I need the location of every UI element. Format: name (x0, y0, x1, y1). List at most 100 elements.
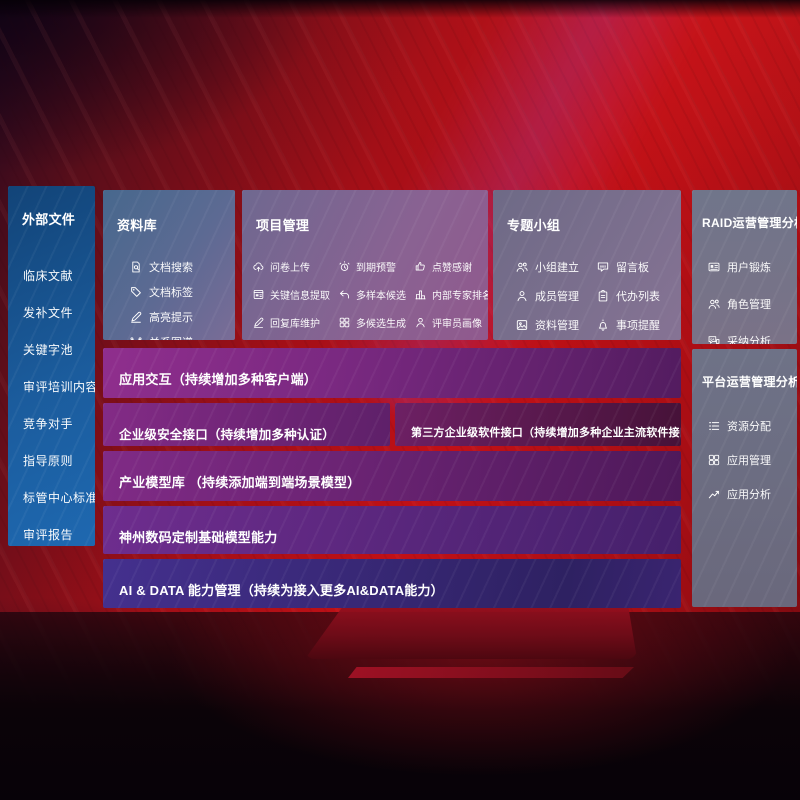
feature-item-label: 问卷上传 (270, 263, 310, 274)
todo-list-icon (596, 289, 610, 303)
row-title-industry-models: 产业模型库 （持续添加端到端场景模型） (119, 475, 361, 490)
feature-item-info-extract[interactable]: 关键信息提取 (252, 287, 336, 302)
feature-item-group-create[interactable]: 小组建立 (515, 259, 596, 275)
feature-item-label: 成员管理 (535, 291, 579, 303)
sidebar-item[interactable]: 关键字池 (23, 342, 74, 357)
cloud-upload-icon (252, 260, 265, 273)
row-title-third-party-interface: 第三方企业级软件接口（持续增加多种企业主流软件接口） (411, 427, 681, 439)
external-files-list: 临床文献发补文件关键字池审评培训内容竞争对手指导原则标管中心标准审评报告共性问题 (8, 239, 95, 546)
row-title-app-interaction: 应用交互（持续增加多种客户端） (119, 372, 318, 387)
feature-item-label: 角色管理 (727, 299, 771, 311)
panel-title-platform-analysis: 平台运营管理分析 (702, 375, 797, 389)
feature-item-label: 资料管理 (535, 320, 579, 332)
feature-item-relation-graph[interactable]: 关系图谱 (129, 334, 229, 340)
panel-sidebar: 外部文件临床文献发补文件关键字池审评培训内容 竞争对手指导原则标管中心标准 审评报告… (8, 186, 95, 546)
feature-item-label: 回复库维护 (270, 319, 320, 330)
document-search-icon (129, 260, 143, 274)
feature-item-app-manage[interactable]: 应用管理 (707, 452, 793, 468)
feature-item-cloud-upload[interactable]: 问卷上传 (252, 259, 336, 274)
material-manage-icon (515, 318, 529, 332)
panel-app-interaction: 应用交互（持续增加多种客户端）H5Teams企业微信小程序公众号Web飘窗门户对… (103, 348, 681, 398)
panel-data-library: 资料库文档搜索文档标签高亮提示关系图谱文档分类 (103, 190, 235, 340)
feature-item-reviewer-portrait[interactable]: 评审员画像 (414, 315, 488, 330)
info-extract-icon (252, 288, 265, 301)
feature-item-label: 点赞感谢 (432, 263, 472, 274)
feature-item-label: 文档标签 (149, 287, 193, 299)
feature-item-alarm-warning[interactable]: 到期预警 (338, 259, 412, 274)
document-tag-icon (129, 285, 143, 299)
feature-item-label: 多候选生成 (356, 319, 406, 330)
feature-item-label: 留言板 (616, 262, 649, 274)
external-files-title: 外部文件 (22, 211, 76, 227)
panel-platform-analysis: 平台运营管理分析 资源分配应用管理应用分析 (692, 349, 797, 607)
feature-item-multi-generate[interactable]: 多候选生成 (338, 315, 412, 330)
feature-item-material-manage[interactable]: 资料管理 (515, 317, 596, 333)
feature-item-reminder-bell[interactable]: 事项提醒 (596, 317, 677, 333)
feature-item-label: 事项提醒 (616, 320, 660, 332)
panel-third-party-interface: 第三方企业级软件接口（持续增加多种企业主流软件接口）API自动化设计器 (395, 403, 681, 446)
feature-item-role-manage[interactable]: 角色管理 (707, 296, 793, 312)
feature-item-label: 评审员画像 (432, 319, 482, 330)
feature-item-label: 用户锻炼 (727, 262, 771, 274)
message-board-icon (596, 260, 610, 274)
panel-title-project-management: 项目管理 (256, 218, 310, 233)
feature-item-label: 代办列表 (616, 291, 660, 303)
sidebar-item[interactable]: 指导原则 (23, 453, 74, 468)
panel-ai-data: AI & DATA 能力管理（持续为接入更多AI&DATA能力）Azure Op… (103, 559, 681, 608)
app-manage-icon (707, 453, 721, 467)
reminder-bell-icon (596, 318, 610, 332)
alarm-warning-icon (338, 260, 351, 273)
app-analysis-icon (707, 487, 721, 501)
role-manage-icon (707, 297, 721, 311)
panel-title-data-library: 资料库 (117, 218, 157, 233)
feature-item-user-card[interactable]: 用户锻炼 (707, 259, 793, 275)
feature-item-label: 关系图谱 (149, 334, 193, 340)
relation-graph-icon (129, 335, 143, 340)
panel-project-management: 项目管理问卷上传 到期预警 点赞感谢关键信息提取 多样本候选 内部专家排名回复库维护 多候… (242, 190, 488, 340)
feature-item-adopt-analysis[interactable]: 采纳分析 (707, 333, 793, 344)
feature-item-document-search[interactable]: 文档搜索 (129, 259, 229, 275)
panel-items-data-library: 文档搜索文档标签高亮提示关系图谱文档分类 (103, 247, 235, 340)
member-manage-icon (515, 289, 529, 303)
sidebar-item[interactable]: 审评报告 (23, 527, 74, 542)
feature-item-label: 应用分析 (727, 489, 771, 501)
feature-item-thumbs-up[interactable]: 点赞感谢 (414, 259, 488, 274)
group-create-icon (515, 260, 529, 274)
multi-sample-icon (338, 288, 351, 301)
panel-title-topic-groups: 专题小组 (507, 218, 561, 233)
reviewer-portrait-icon (414, 316, 427, 329)
sidebar-item[interactable]: 竞争对手 (23, 416, 74, 431)
feature-item-message-board[interactable]: 留言板 (596, 259, 677, 275)
panel-items-topic-groups: 小组建立留言板成员管理代办列表资料管理事项提醒小组标签 (493, 247, 681, 340)
feature-item-resource-allocation[interactable]: 资源分配 (707, 418, 793, 434)
resource-allocation-icon (707, 419, 721, 433)
feature-item-document-tag[interactable]: 文档标签 (129, 284, 229, 300)
thumbs-up-icon (414, 260, 427, 273)
row-title-security-interface: 企业级安全接口（持续增加多种认证） (119, 427, 335, 442)
feature-item-multi-sample[interactable]: 多样本候选 (338, 287, 412, 302)
row-title-base-models: 神州数码定制基础模型能力 (119, 530, 278, 545)
panel-items-project-management: 问卷上传 到期预警 点赞感谢关键信息提取 多样本候选 内部专家排名回复库维护 多候选生成 评… (242, 247, 488, 340)
sidebar-item[interactable]: 临床文献 (23, 268, 74, 283)
feature-item-todo-list[interactable]: 代办列表 (596, 288, 677, 304)
feature-item-highlight-pen[interactable]: 高亮提示 (129, 309, 229, 325)
feature-item-member-manage[interactable]: 成员管理 (515, 288, 596, 304)
sidebar-item[interactable]: 审评培训内容 (23, 379, 95, 394)
expert-ranking-icon (414, 288, 427, 301)
user-card-icon (707, 260, 721, 274)
panel-industry-models: 产业模型库 （持续添加端到端场景模型）特定行业的文件识别特定行业的票据识别特定行… (103, 451, 681, 501)
panel-items-raid-analysis: 用户锻炼角色管理采纳分析问题趋势 (692, 243, 797, 344)
sidebar-item[interactable]: 标管中心标准 (23, 490, 95, 505)
sidebar-item[interactable]: 发补文件 (23, 305, 74, 320)
adopt-analysis-icon (707, 334, 721, 344)
feature-item-reply-edit[interactable]: 回复库维护 (252, 315, 336, 330)
feature-item-label: 资源分配 (727, 421, 771, 433)
feature-item-expert-ranking[interactable]: 内部专家排名 (414, 287, 488, 302)
feature-item-label: 多样本候选 (356, 291, 406, 302)
feature-item-app-analysis[interactable]: 应用分析 (707, 486, 793, 502)
panel-topic-groups: 专题小组小组建立留言板成员管理代办列表资料管理事项提醒小组标签 (493, 190, 681, 340)
feature-item-label: 内部专家排名 (432, 291, 488, 302)
reply-edit-icon (252, 316, 265, 329)
feature-item-label: 到期预警 (356, 263, 396, 274)
